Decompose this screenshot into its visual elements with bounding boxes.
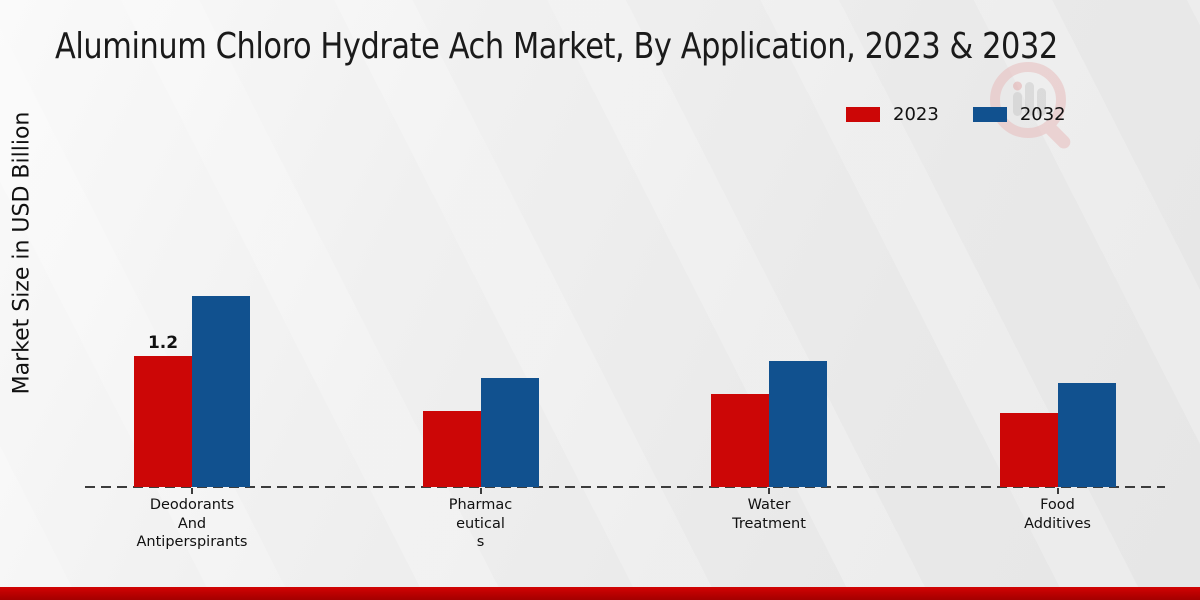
bar-2023-deodorants-and-antiperspirants — [134, 355, 192, 487]
bar-2023-water-treatment — [711, 394, 769, 487]
bar-value-label-2023-deodorants-and-antiperspirants: 1.2 — [147, 332, 179, 353]
legend-item-2023: 2023 — [846, 104, 939, 125]
x-axis-line — [85, 486, 1165, 488]
bar-2032-water-treatment — [769, 361, 827, 487]
bar-2023-food-additives — [999, 412, 1058, 487]
legend-item-2032: 2032 — [972, 104, 1066, 125]
legend-swatch-2032 — [972, 107, 1007, 122]
legend-label-2032: 2032 — [1019, 104, 1066, 125]
category-label-deodorants-and-antiperspirants: Deodorants And Antiperspirants — [136, 497, 248, 550]
category-label-pharmaceuticals: Pharmac eutical s — [448, 497, 513, 550]
bar-2023-pharmaceuticals — [422, 410, 481, 487]
bar-2032-pharmaceuticals — [480, 377, 539, 487]
category-label-water-treatment: Water Treatment — [732, 497, 806, 532]
x-axis-tick-deodorants-and-antiperspirants — [191, 488, 193, 494]
category-label-food-additives: Food Additives — [1024, 497, 1091, 532]
x-axis-tick-food-additives — [1056, 488, 1059, 494]
legend-swatch-2023 — [846, 107, 880, 122]
bar-2032-food-additives — [1057, 383, 1116, 487]
legend-label-2023: 2023 — [893, 104, 939, 125]
x-axis-tick-water-treatment — [768, 488, 770, 494]
chart-title: Aluminum Chloro Hydrate Ach Market, By A… — [55, 26, 1058, 67]
x-axis-tick-pharmaceuticals — [479, 488, 482, 494]
magnifier-bar-chart-watermark-icon — [990, 62, 1071, 149]
bar-2032-deodorants-and-antiperspirants — [192, 295, 250, 487]
footer-accent-bar — [0, 587, 1200, 600]
legend: 2023 2032 — [846, 104, 1066, 125]
